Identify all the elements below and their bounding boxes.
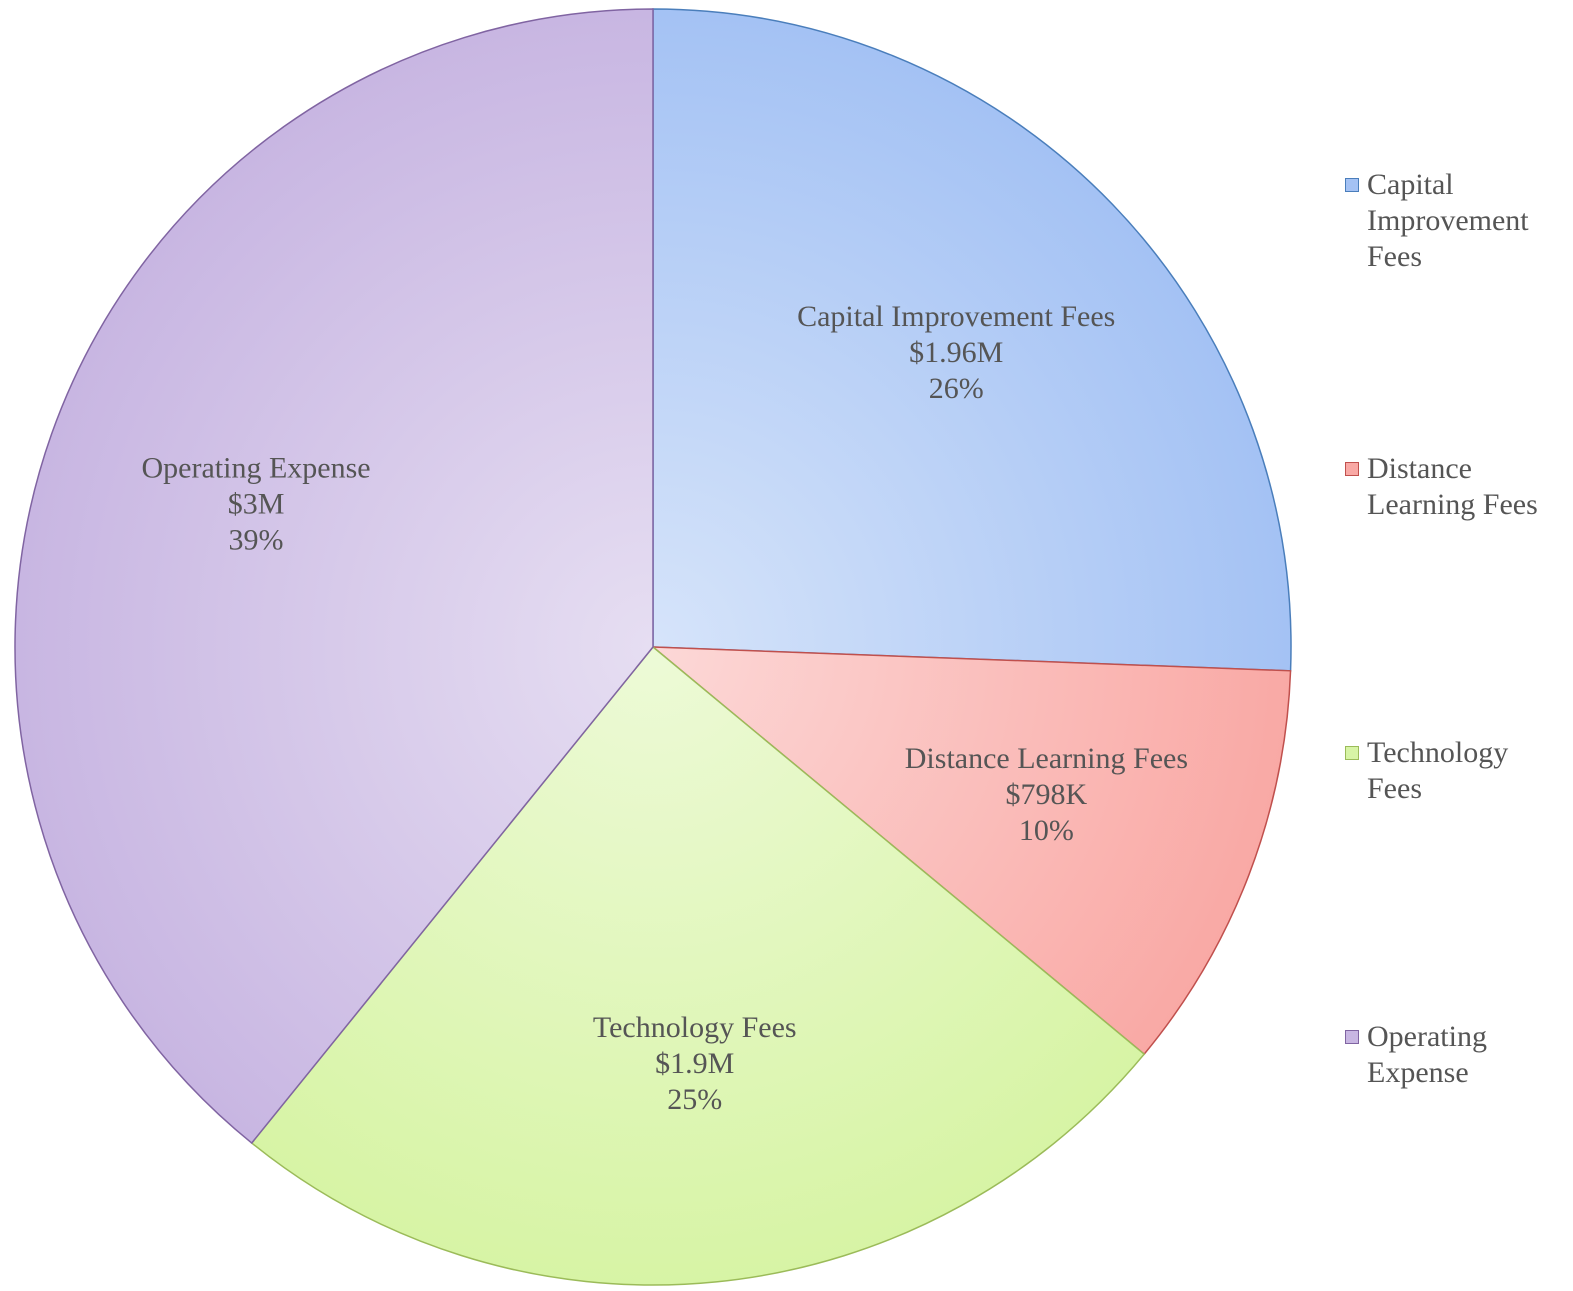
slice-label: Distance Learning Fees [905,742,1188,775]
pie-slice [250,645,1146,1286]
legend-swatch [1345,178,1359,192]
legend-item: Operating Expense [1343,1019,1565,1091]
legend-swatch [1345,462,1359,476]
slice-label: Operating Expense [141,451,370,484]
percent-label: 26% [929,372,984,405]
value-label: $1.96M [909,336,1003,369]
pie-slice [14,8,654,1145]
legend: Capital Improvement Fees Distance Learnin… [1343,0,1565,1291]
legend-label: Capital Improvement Fees [1367,168,1529,273]
legend-item: Distance Learning Fees [1343,451,1565,523]
value-label: $1.9M [655,1047,734,1080]
legend-item: Capital Improvement Fees [1343,167,1565,275]
percent-label: 39% [229,523,284,556]
slice-label: Technology Fees [593,1011,797,1044]
legend-label: Operating Expense [1367,1020,1487,1089]
legend-swatch [1345,1030,1359,1044]
legend-swatch [1345,746,1359,760]
percent-label: 10% [1019,814,1074,847]
value-label: $3M [228,487,285,520]
legend-label: Technology Fees [1367,736,1509,805]
value-label: $798K [1006,778,1088,811]
legend-item: Technology Fees [1343,735,1565,807]
pie-slice [650,646,1292,1056]
percent-label: 25% [667,1083,722,1116]
slice-label: Capital Improvement Fees [797,300,1115,333]
legend-label: Distance Learning Fees [1367,452,1538,521]
pie-slice [652,8,1292,672]
